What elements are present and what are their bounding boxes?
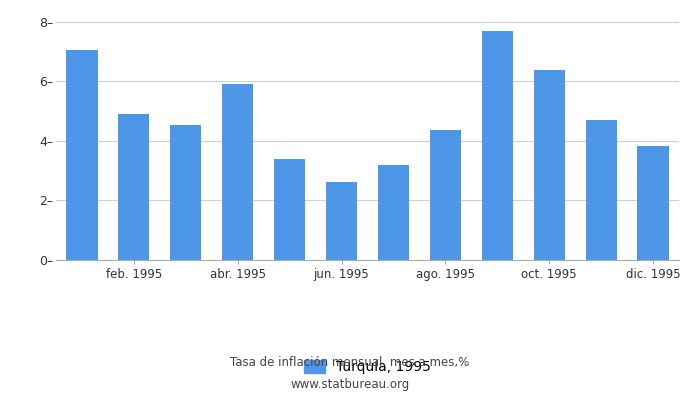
Bar bbox=[326, 182, 357, 260]
Bar bbox=[274, 160, 305, 260]
Bar bbox=[585, 120, 617, 260]
Bar bbox=[170, 125, 202, 260]
Bar bbox=[378, 165, 409, 260]
Bar bbox=[638, 146, 668, 260]
Bar bbox=[118, 114, 150, 260]
Bar bbox=[533, 70, 565, 260]
Bar bbox=[482, 32, 513, 260]
Text: www.statbureau.org: www.statbureau.org bbox=[290, 378, 410, 391]
Bar bbox=[66, 50, 97, 260]
Bar bbox=[430, 130, 461, 260]
Bar bbox=[222, 84, 253, 260]
Text: Tasa de inflación mensual, mes a mes,%: Tasa de inflación mensual, mes a mes,% bbox=[230, 356, 470, 369]
Legend: Turquía, 1995: Turquía, 1995 bbox=[298, 354, 437, 380]
